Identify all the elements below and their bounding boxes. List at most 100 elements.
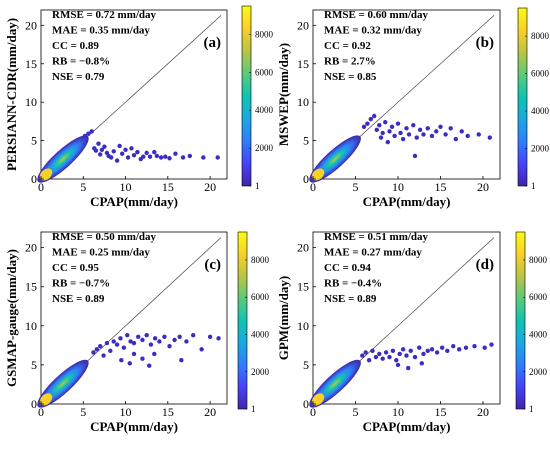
- data-point: [365, 121, 370, 126]
- data-point: [389, 124, 395, 129]
- panel-label: (a): [204, 35, 222, 51]
- data-point: [148, 342, 154, 347]
- stat-line: RMSE = 0.50 mm/day: [52, 231, 157, 243]
- x-tick-label: 10: [392, 405, 404, 419]
- data-point: [392, 133, 397, 139]
- data-point: [154, 153, 160, 159]
- data-point: [411, 123, 416, 128]
- density-core: [311, 393, 325, 406]
- data-point: [152, 351, 157, 357]
- data-point: [417, 345, 422, 350]
- data-point: [102, 144, 107, 149]
- data-point: [398, 130, 403, 136]
- y-axis-label: MSWEP(mm/day): [276, 43, 291, 146]
- stat-line: NSE = 0.79: [52, 71, 105, 83]
- stat-line: RB = −0.4%: [324, 278, 382, 290]
- colorbar-tick-label: 6000: [531, 69, 550, 79]
- colorbar-tick-label: 4000: [255, 105, 274, 115]
- data-point: [406, 365, 411, 371]
- data-point: [487, 135, 492, 140]
- data-point: [144, 333, 149, 338]
- data-point: [377, 351, 382, 357]
- y-tick-label: 5: [303, 134, 309, 148]
- data-point: [400, 347, 406, 352]
- data-point: [368, 116, 373, 122]
- data-point: [147, 363, 152, 368]
- y-tick-label: 10: [297, 319, 309, 333]
- data-point: [395, 362, 401, 368]
- data-point: [378, 135, 384, 140]
- colorbar-tick-label: 6000: [251, 292, 270, 302]
- stat-line: NSE = 0.89: [324, 293, 377, 305]
- stat-line: RB = −0.7%: [52, 278, 110, 290]
- stat-line: MAE = 0.25 mm/day: [52, 247, 150, 259]
- data-point: [123, 147, 128, 153]
- colorbar-tick-label: 8000: [529, 255, 548, 265]
- data-point: [179, 358, 184, 363]
- data-point: [140, 337, 145, 343]
- stat-line: CC = 0.95: [52, 262, 99, 274]
- panel-label: (b): [476, 35, 494, 51]
- data-point: [97, 343, 103, 349]
- data-point: [119, 151, 125, 156]
- stat-line: CC = 0.94: [324, 262, 371, 274]
- colorbar-tick-label: 2000: [529, 367, 548, 377]
- data-point: [363, 350, 368, 355]
- data-point: [125, 333, 130, 338]
- stat-line: RMSE = 0.60 mm/day: [324, 9, 429, 21]
- y-axis-label: GSMAP-gauge(mm/day): [4, 249, 19, 387]
- data-point: [374, 127, 379, 133]
- data-point: [459, 129, 464, 134]
- x-tick-label: 20: [204, 180, 216, 194]
- y-tick-label: 0: [303, 172, 309, 186]
- y-tick-label: 15: [25, 57, 37, 71]
- data-point: [451, 343, 456, 349]
- stat-line: CC = 0.92: [324, 40, 371, 52]
- data-point: [152, 336, 158, 341]
- data-point: [385, 139, 390, 145]
- data-point: [144, 150, 149, 156]
- x-tick-label: 15: [435, 180, 447, 194]
- data-point: [414, 135, 419, 140]
- data-point: [489, 342, 494, 347]
- data-point: [94, 347, 100, 352]
- data-point: [141, 154, 146, 159]
- data-point: [421, 132, 426, 137]
- data-point: [408, 348, 413, 354]
- data-point: [419, 361, 424, 366]
- data-point: [82, 133, 88, 139]
- data-point: [380, 130, 385, 136]
- data-point: [453, 136, 458, 142]
- data-point: [400, 136, 406, 142]
- colorbar-tick-label: 4000: [251, 329, 270, 339]
- x-tick-label: 0: [38, 180, 44, 194]
- data-point: [412, 153, 418, 159]
- data-point: [158, 155, 164, 160]
- colorbar-tick-label: 4000: [531, 106, 550, 116]
- stat-line: RMSE = 0.51 mm/day: [324, 231, 429, 243]
- x-axis-label: CPAP(mm/day): [90, 194, 178, 209]
- x-tick-label: 10: [120, 180, 132, 194]
- data-point: [117, 143, 122, 149]
- colorbar-tick-label: 1: [531, 181, 536, 191]
- stat-line: RB = 2.7%: [324, 56, 376, 68]
- data-point: [445, 348, 450, 354]
- y-axis-label: GPM(mm/day): [276, 276, 291, 360]
- colorbar: [241, 5, 252, 187]
- colorbar: [237, 231, 248, 410]
- x-tick-label: 5: [80, 405, 86, 419]
- data-point: [89, 129, 94, 134]
- data-point: [114, 342, 120, 347]
- x-axis-label: CPAP(mm/day): [90, 419, 178, 434]
- data-point: [136, 334, 141, 339]
- y-tick-label: 5: [31, 358, 37, 372]
- data-point: [390, 348, 396, 354]
- stat-line: MAE = 0.35 mm/day: [52, 25, 150, 37]
- colorbar-tick-label: 1: [255, 181, 260, 191]
- data-point: [216, 336, 221, 341]
- data-point: [482, 345, 487, 350]
- data-point: [140, 356, 145, 361]
- x-tick-label: 15: [162, 180, 174, 194]
- density-core: [39, 393, 53, 406]
- data-point: [472, 343, 477, 349]
